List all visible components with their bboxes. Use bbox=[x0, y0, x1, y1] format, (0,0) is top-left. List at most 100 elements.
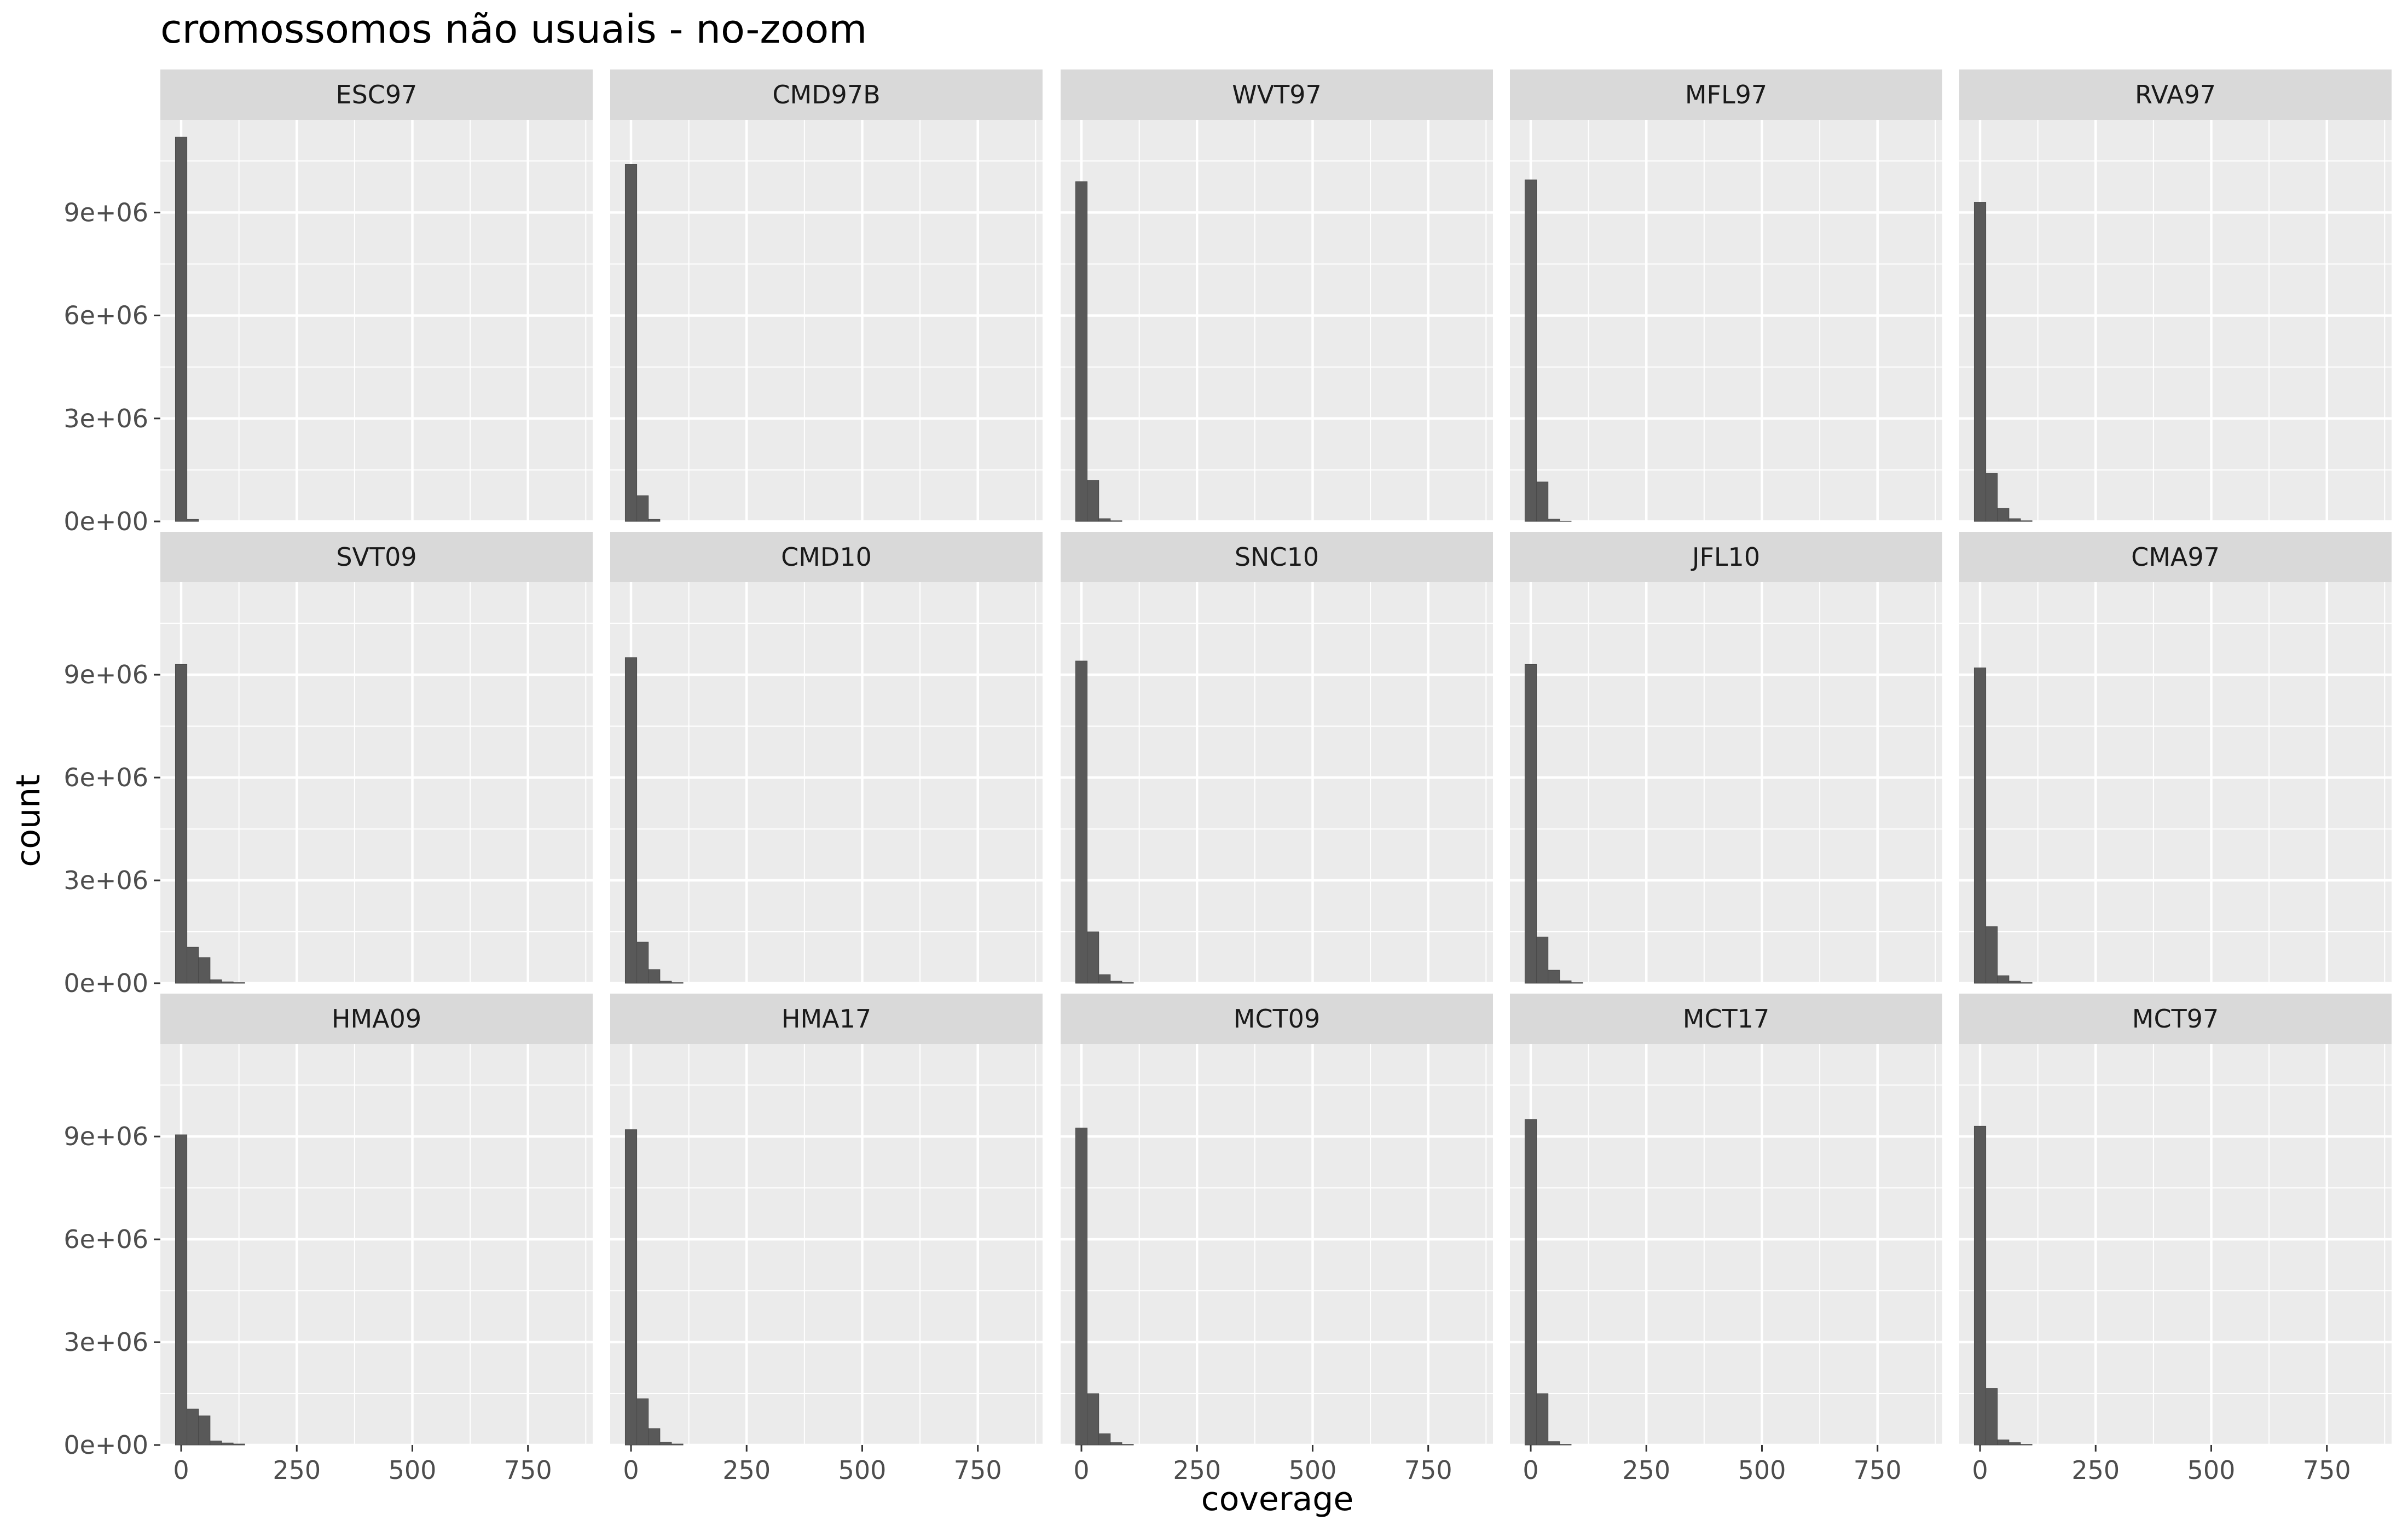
histogram-bar bbox=[1548, 519, 1560, 522]
histogram-bar bbox=[1524, 664, 1537, 984]
x-tick-label: 500 bbox=[1738, 1455, 1786, 1485]
y-tick-label: 0e+00 bbox=[63, 1430, 148, 1460]
histogram-bar bbox=[1548, 970, 1560, 984]
histogram-bar bbox=[1098, 1433, 1111, 1446]
y-tick-label: 6e+06 bbox=[63, 301, 148, 330]
y-tick-label: 3e+06 bbox=[63, 404, 148, 433]
y-axis-title: count bbox=[9, 774, 48, 867]
histogram-bar bbox=[636, 1398, 649, 1446]
facet-strip bbox=[1959, 532, 2392, 582]
facet-strip-label: WVT97 bbox=[1232, 80, 1322, 109]
histogram-bar bbox=[1075, 181, 1088, 522]
x-axis-title: coverage bbox=[1201, 1480, 1354, 1518]
histogram-bar bbox=[1098, 974, 1111, 984]
facet-strip-label: CMD10 bbox=[781, 542, 872, 572]
histogram-bar bbox=[1110, 980, 1122, 984]
facet-panel-MCT09: MCT09 0 250 500 750 bbox=[1061, 994, 1493, 1485]
histogram-bar bbox=[648, 1428, 661, 1446]
panel-background bbox=[1959, 120, 2392, 521]
facet-strip-label: CMD97B bbox=[772, 80, 880, 109]
facet-panel-CMD97B: CMD97B bbox=[610, 69, 1043, 523]
facet-panel-MCT97: MCT97 0 250 500 750 bbox=[1959, 994, 2392, 1485]
facet-strip bbox=[1510, 532, 1942, 582]
histogram-bar bbox=[1110, 1442, 1122, 1446]
histogram-bar bbox=[1087, 931, 1099, 984]
facet-panel-WVT97: WVT97 bbox=[1061, 69, 1493, 523]
panel-background bbox=[1510, 120, 1942, 521]
x-tick-label: 250 bbox=[722, 1455, 771, 1485]
facet-strip-label: HMA09 bbox=[332, 1004, 421, 1034]
facet-strip bbox=[160, 69, 593, 120]
x-tick-label: 0 bbox=[173, 1455, 189, 1485]
histogram-bar bbox=[221, 981, 234, 984]
facet-strip bbox=[1061, 994, 1493, 1044]
x-tick-label: 750 bbox=[2303, 1455, 2351, 1485]
facet-strip-label: RVA97 bbox=[2135, 80, 2216, 109]
x-tick-label: 250 bbox=[273, 1455, 321, 1485]
panel-background bbox=[1061, 120, 1493, 521]
histogram-bar bbox=[1973, 202, 1987, 522]
histogram-bar bbox=[187, 947, 199, 984]
x-tick-label: 500 bbox=[1289, 1455, 1337, 1485]
y-tick-label: 6e+06 bbox=[63, 1225, 148, 1254]
x-tick-label: 0 bbox=[1523, 1455, 1538, 1485]
histogram-bar bbox=[624, 1129, 638, 1446]
panel-background bbox=[1510, 582, 1942, 983]
x-tick-label: 750 bbox=[504, 1455, 552, 1485]
histogram-bar bbox=[175, 664, 188, 984]
histogram-bar bbox=[1973, 1125, 1987, 1446]
histogram-bar bbox=[1548, 1441, 1560, 1446]
facet-strip-label: SVT09 bbox=[336, 542, 416, 572]
histogram-bar bbox=[624, 657, 638, 984]
facet-strip bbox=[160, 532, 593, 582]
y-tick-label: 3e+06 bbox=[63, 866, 148, 895]
facet-panel-MCT17: MCT17 0 250 500 750 bbox=[1510, 994, 1942, 1485]
histogram-bar bbox=[636, 942, 649, 984]
histogram-bar bbox=[1098, 518, 1111, 522]
histogram-bar bbox=[2008, 518, 2021, 522]
histogram-bar bbox=[1087, 1393, 1099, 1446]
histogram-bar bbox=[1524, 1119, 1537, 1446]
histogram-bar bbox=[1986, 1388, 1998, 1446]
histogram-bar bbox=[187, 519, 199, 522]
x-tick-label: 500 bbox=[838, 1455, 887, 1485]
histogram-bar bbox=[210, 1440, 222, 1446]
panel-background bbox=[610, 1044, 1043, 1445]
panel-background bbox=[1510, 1044, 1942, 1445]
x-tick-label: 0 bbox=[1972, 1455, 1988, 1485]
panel-background bbox=[160, 582, 593, 983]
x-tick-label: 0 bbox=[1073, 1455, 1089, 1485]
facet-panel-JFL10: JFL10 bbox=[1510, 532, 1942, 985]
histogram-bar bbox=[1986, 473, 1998, 522]
facet-strip bbox=[610, 532, 1043, 582]
facet-strip-label: MCT09 bbox=[1234, 1004, 1320, 1034]
y-tick-label: 9e+06 bbox=[63, 198, 148, 227]
histogram-bar bbox=[2008, 980, 2021, 984]
panel-background bbox=[1959, 1044, 2392, 1445]
y-tick-label: 9e+06 bbox=[63, 660, 148, 689]
panel-background bbox=[1061, 582, 1493, 983]
panel-background bbox=[1959, 582, 2392, 983]
x-tick-label: 750 bbox=[1404, 1455, 1452, 1485]
panel-background bbox=[610, 120, 1043, 521]
histogram-bar bbox=[636, 495, 649, 522]
y-tick-label: 0e+00 bbox=[63, 507, 148, 536]
facet-strip-label: CMA97 bbox=[2131, 542, 2220, 572]
histogram-bar bbox=[221, 1442, 234, 1446]
facet-panel-ESC97: ESC97 0e+00 3e+06 6e+06 9e+06 bbox=[63, 69, 593, 536]
x-tick-label: 500 bbox=[2187, 1455, 2236, 1485]
panel-background bbox=[160, 1044, 593, 1445]
panel-background bbox=[1061, 1044, 1493, 1445]
histogram-bar bbox=[624, 164, 638, 522]
facet-panel-CMD10: CMD10 bbox=[610, 532, 1043, 985]
histogram-bar bbox=[2008, 1442, 2021, 1446]
histogram-bar bbox=[1075, 660, 1088, 984]
histogram-bar bbox=[659, 980, 672, 984]
x-tick-label: 750 bbox=[1854, 1455, 1902, 1485]
facet-strip bbox=[1061, 69, 1493, 120]
facet-strip bbox=[1959, 994, 2392, 1044]
x-tick-label: 500 bbox=[389, 1455, 437, 1485]
panel-background bbox=[160, 120, 593, 521]
histogram-bar bbox=[648, 519, 661, 522]
facet-panel-HMA17: HMA17 0 250 500 750 bbox=[610, 994, 1043, 1485]
